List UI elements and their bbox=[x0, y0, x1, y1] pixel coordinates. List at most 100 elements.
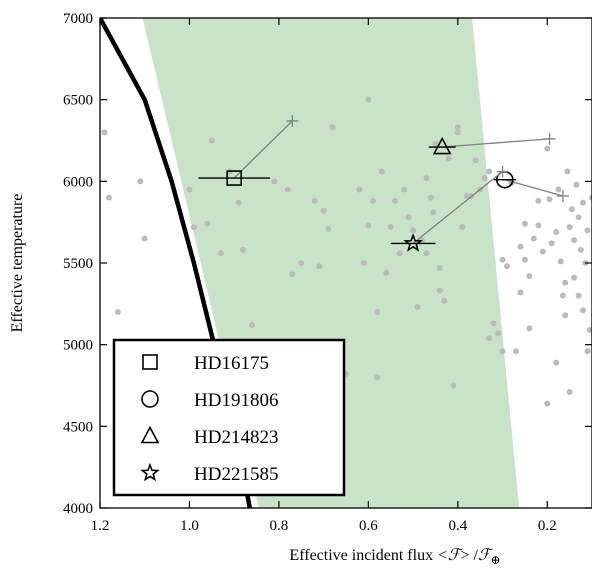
x-axis-title-flux-symbol-2: ℱ bbox=[478, 547, 494, 564]
x-axis-title-earth-subscript: ⊕ bbox=[491, 553, 501, 567]
background-star-point bbox=[535, 197, 542, 204]
background-star-point bbox=[284, 186, 291, 193]
background-star-point bbox=[401, 186, 408, 193]
background-star-point bbox=[526, 325, 533, 332]
connector-line-hd221585 bbox=[412, 171, 503, 244]
x-tick-label: 0.6 bbox=[359, 518, 378, 534]
legend-marker-hd191806 bbox=[141, 390, 159, 408]
star-group-hd191806 bbox=[493, 170, 569, 203]
background-star-point bbox=[436, 287, 443, 294]
background-star-point bbox=[316, 263, 323, 270]
background-star-point bbox=[553, 228, 560, 235]
background-star-point bbox=[546, 196, 553, 203]
background-star-point bbox=[208, 137, 215, 144]
background-star-point bbox=[495, 330, 502, 337]
background-star-point bbox=[459, 224, 466, 231]
background-star-point bbox=[289, 271, 296, 278]
background-star-point bbox=[463, 193, 470, 200]
background-star-point bbox=[548, 240, 555, 247]
background-star-point bbox=[584, 348, 591, 355]
legend-marker-hd214823 bbox=[140, 425, 160, 444]
connector-line-hd16175 bbox=[233, 120, 293, 179]
background-star-point bbox=[486, 168, 493, 175]
background-star-point bbox=[240, 246, 247, 253]
background-star-point bbox=[378, 168, 385, 175]
y-tick-label: 4000 bbox=[63, 501, 93, 517]
legend-label-hd191806: HD191806 bbox=[194, 390, 278, 411]
background-star-point bbox=[586, 326, 592, 333]
background-star-point bbox=[374, 309, 381, 315]
background-star-point bbox=[559, 292, 566, 299]
background-star-point bbox=[499, 256, 506, 263]
y-tick-label: 4500 bbox=[63, 419, 93, 435]
star-group-hd16175 bbox=[198, 114, 299, 186]
background-star-point bbox=[436, 264, 443, 271]
y-tick-label: 5500 bbox=[63, 256, 93, 272]
background-star-point bbox=[517, 243, 524, 250]
background-star-point bbox=[562, 279, 569, 286]
background-star-point bbox=[562, 312, 569, 319]
background-star-point bbox=[530, 235, 537, 242]
background-star-point bbox=[575, 292, 582, 299]
background-star-point bbox=[320, 207, 327, 214]
background-star-point bbox=[445, 155, 452, 162]
background-star-point bbox=[580, 307, 587, 314]
background-star-point bbox=[568, 206, 575, 213]
marker-hd214823 bbox=[432, 136, 452, 155]
x-axis-title-bracket-close: > bbox=[460, 547, 469, 564]
background-star-point bbox=[396, 250, 403, 257]
background-star-point bbox=[249, 322, 256, 329]
x-axis-title: Effective incident flux <ℱ> /ℱ⊕ bbox=[289, 547, 500, 567]
background-star-point bbox=[472, 157, 479, 164]
background-star-point bbox=[383, 269, 390, 276]
background-star-point bbox=[365, 96, 372, 103]
background-star-point bbox=[365, 222, 372, 229]
background-star-point bbox=[105, 194, 112, 201]
x-tick-label: 0.2 bbox=[538, 518, 557, 534]
legend-label-hd221585: HD221585 bbox=[194, 464, 278, 485]
legend-label-hd214823: HD214823 bbox=[194, 427, 278, 448]
background-star-point bbox=[392, 197, 399, 204]
x-axis-title-bracket-open: < bbox=[437, 547, 448, 564]
background-star-point bbox=[204, 220, 211, 227]
background-star-point bbox=[311, 197, 318, 204]
background-star-point bbox=[575, 214, 582, 221]
x-tick-label: 0.4 bbox=[448, 518, 467, 534]
background-star-point bbox=[271, 178, 278, 185]
background-star-point bbox=[450, 382, 457, 389]
background-star-point bbox=[369, 197, 376, 204]
legend: HD16175 HD191806 HD214823 HD221585 bbox=[112, 338, 346, 497]
background-star-point bbox=[441, 297, 448, 304]
background-star-point bbox=[544, 145, 551, 152]
x-axis-title-flux-symbol: ℱ bbox=[448, 547, 464, 564]
x-tick-label: 0.8 bbox=[270, 518, 289, 534]
background-star-point bbox=[486, 335, 493, 342]
background-star-point bbox=[190, 224, 197, 231]
background-star-point bbox=[141, 235, 148, 242]
background-star-point bbox=[517, 289, 524, 296]
background-star-point bbox=[414, 304, 421, 311]
background-star-point bbox=[432, 140, 439, 147]
background-star-point bbox=[454, 129, 461, 136]
background-star-point bbox=[360, 260, 367, 266]
background-star-point bbox=[577, 246, 584, 253]
x-tick-label: 1.0 bbox=[180, 518, 199, 534]
x-axis-title-text: Effective incident flux bbox=[289, 547, 433, 564]
background-star-point bbox=[584, 227, 591, 234]
background-star-point bbox=[454, 124, 461, 131]
background-star-point bbox=[298, 260, 305, 266]
background-star-point bbox=[186, 186, 193, 193]
background-star-point bbox=[137, 178, 144, 185]
background-star-point bbox=[356, 186, 363, 193]
background-star-point bbox=[553, 359, 560, 366]
marker-hd221585 bbox=[403, 233, 423, 252]
background-star-point bbox=[217, 250, 224, 257]
y-axis-title: Effective temperature bbox=[9, 194, 26, 333]
background-star-point bbox=[539, 248, 546, 255]
x-tick-label: 1.2 bbox=[91, 518, 110, 534]
background-star-point bbox=[535, 222, 542, 229]
y-tick-label: 5000 bbox=[63, 338, 93, 354]
y-tick-label: 7000 bbox=[63, 11, 93, 27]
background-star-point bbox=[235, 199, 242, 206]
